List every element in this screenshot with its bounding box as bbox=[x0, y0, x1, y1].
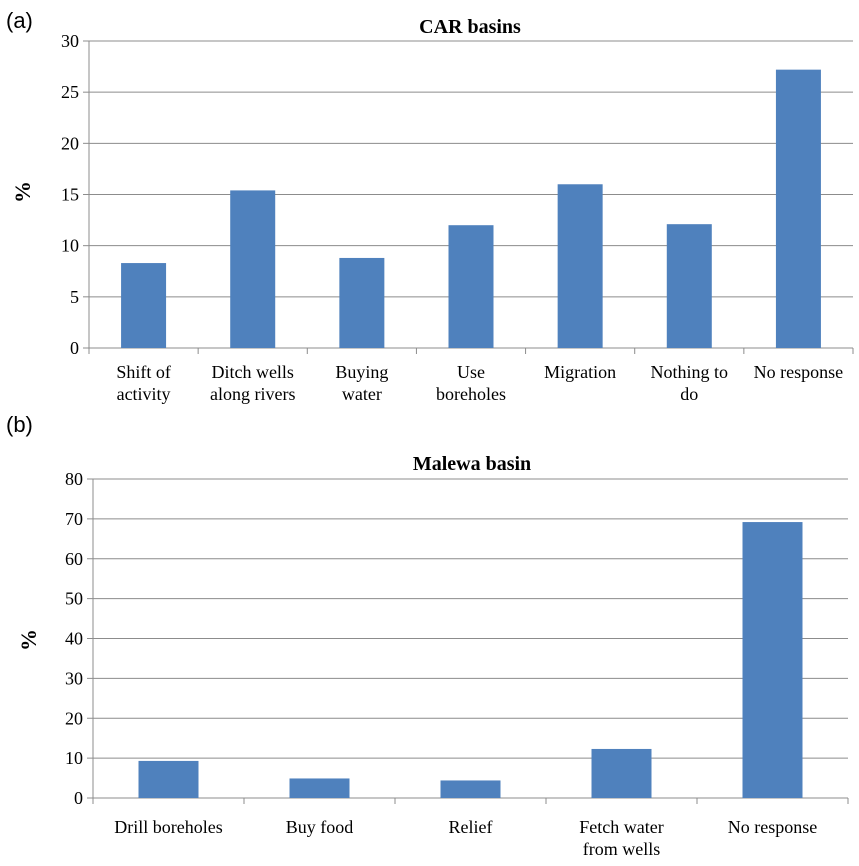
chart-a-ytick-label: 0 bbox=[70, 338, 79, 358]
chart-b-title: Malewa basin bbox=[413, 453, 531, 475]
chart-b-bar bbox=[289, 778, 350, 798]
chart-a-bar bbox=[666, 224, 712, 348]
chart-a-category-label: Shift of activity bbox=[116, 362, 171, 404]
chart-a-plot: 0 5 10 15 20 25 30 Shift of activity Ditch wells a… bbox=[61, 31, 854, 404]
chart-b-ylabel: % bbox=[16, 629, 41, 651]
chart-a-category-label: Ditch wells along rivers bbox=[210, 362, 295, 404]
panel-a-label: (a) bbox=[6, 8, 33, 33]
chart-b-category-label: Relief bbox=[449, 817, 493, 837]
chart-b-category-label: Buy food bbox=[286, 817, 354, 837]
chart-b-ytick-label: 0 bbox=[74, 788, 83, 808]
panel-b-label: (b) bbox=[6, 412, 33, 437]
chart-b-ytick-label: 10 bbox=[65, 748, 83, 768]
chart-a-bar bbox=[557, 184, 603, 348]
chart-b-category-label: Fetch water from wells bbox=[579, 817, 663, 859]
chart-a-ytick-label: 30 bbox=[61, 31, 79, 51]
chart-a-ytick-label: 15 bbox=[61, 185, 79, 205]
chart-a-category-label: No response bbox=[754, 362, 843, 382]
chart-a-title: CAR basins bbox=[419, 16, 521, 38]
chart-a-bar bbox=[230, 190, 276, 348]
chart-a-ylabel: % bbox=[10, 181, 35, 203]
chart-b-category-label: Drill boreholes bbox=[114, 817, 222, 837]
chart-a-bar bbox=[121, 263, 167, 348]
chart-b-bar bbox=[591, 748, 652, 798]
chart-a-category-label: Buying water bbox=[335, 362, 388, 404]
chart-b-ytick-label: 80 bbox=[65, 469, 83, 489]
chart-b-ytick-label: 60 bbox=[65, 549, 83, 569]
chart-b-ytick-label: 40 bbox=[65, 629, 83, 649]
chart-b-category-label: No response bbox=[728, 817, 817, 837]
chart-b-bar bbox=[138, 760, 199, 798]
chart-a-ytick-label: 20 bbox=[61, 133, 79, 153]
chart-a-bar bbox=[339, 257, 385, 348]
chart-b-plot: 0 10 20 30 40 50 60 70 80 Drill boreholes Buy food… bbox=[65, 469, 849, 859]
chart-a-category-label: Migration bbox=[544, 362, 616, 382]
chart-a-ytick-label: 25 bbox=[61, 82, 79, 102]
chart-b-bar bbox=[742, 522, 803, 798]
chart-a-category-label: Nothing to do bbox=[651, 362, 729, 404]
chart-b-ytick-label: 50 bbox=[65, 589, 83, 609]
chart-b-ytick-label: 20 bbox=[65, 708, 83, 728]
chart-b-ytick-label: 70 bbox=[65, 509, 83, 529]
chart-a-ytick-label: 10 bbox=[61, 236, 79, 256]
chart-a-ytick-label: 5 bbox=[70, 287, 79, 307]
chart-b-ytick-label: 30 bbox=[65, 668, 83, 688]
chart-b-bar bbox=[440, 780, 501, 798]
chart-a-bar bbox=[448, 225, 494, 348]
chart-a-bar bbox=[775, 69, 821, 349]
chart-a-category-label: Use boreholes bbox=[436, 362, 506, 404]
